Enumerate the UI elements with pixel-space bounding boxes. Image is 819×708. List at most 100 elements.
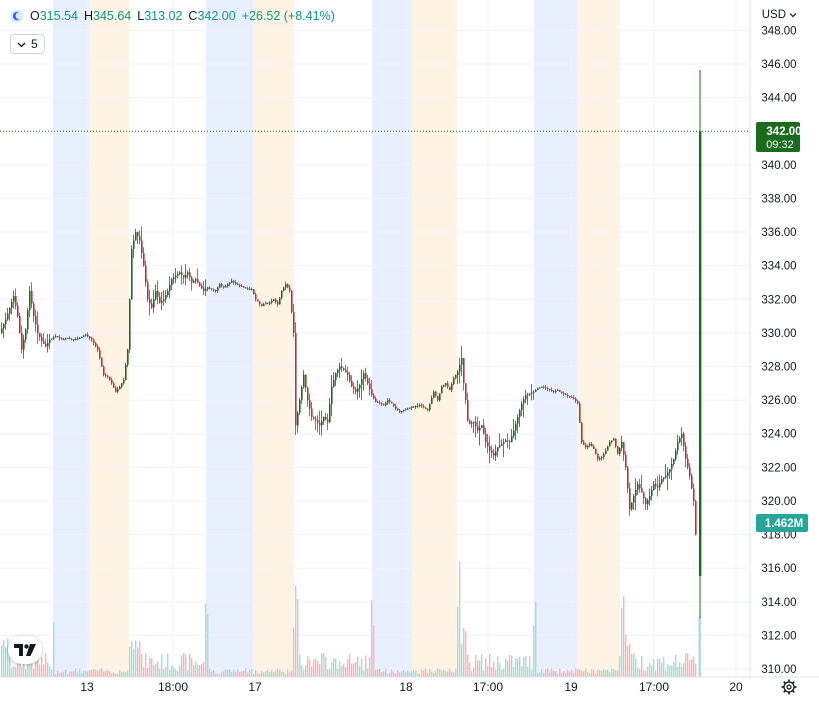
candle-body bbox=[337, 369, 339, 374]
volume-bar bbox=[171, 665, 173, 677]
volume-bar bbox=[521, 666, 523, 677]
candle-body bbox=[421, 405, 423, 407]
volume-bar bbox=[659, 658, 661, 677]
candle-body bbox=[613, 438, 615, 441]
volume-bar bbox=[529, 656, 531, 677]
candle-body bbox=[463, 358, 465, 384]
candle-body bbox=[89, 336, 91, 338]
volume-bar bbox=[141, 653, 143, 677]
indicators-collapse-button[interactable]: 5 bbox=[10, 34, 45, 54]
candle-body bbox=[125, 364, 127, 380]
candle-body bbox=[487, 442, 489, 447]
volume-bar bbox=[161, 654, 163, 677]
candle-body bbox=[439, 393, 441, 401]
volume-bar bbox=[303, 669, 305, 677]
volume-bar bbox=[639, 669, 641, 677]
candle-body bbox=[165, 295, 167, 300]
volume-bar bbox=[533, 625, 535, 677]
candle-body bbox=[229, 282, 231, 285]
volume-bar bbox=[441, 670, 443, 677]
volume-bar bbox=[553, 670, 555, 677]
volume-bar bbox=[645, 670, 647, 677]
volume-bar bbox=[43, 664, 45, 677]
volume-bar bbox=[493, 661, 495, 677]
candle-body bbox=[219, 284, 221, 288]
candle-body bbox=[675, 450, 677, 459]
volume-bar bbox=[397, 670, 399, 677]
candle-body bbox=[507, 440, 509, 442]
volume-bar bbox=[669, 665, 671, 677]
volume-bar bbox=[275, 670, 277, 677]
volume-bar bbox=[677, 666, 679, 677]
candle-body bbox=[213, 289, 215, 291]
volume-bar bbox=[395, 673, 397, 677]
candle-body bbox=[367, 378, 369, 384]
volume-bar bbox=[307, 655, 309, 677]
candle-body bbox=[257, 299, 259, 302]
candle-body bbox=[381, 403, 383, 405]
volume-bar bbox=[491, 667, 493, 677]
volume-bar bbox=[691, 658, 693, 677]
volume-bar bbox=[593, 670, 595, 677]
candle-body bbox=[13, 295, 15, 302]
candle-body bbox=[359, 384, 361, 389]
volume-bar bbox=[175, 669, 177, 677]
candle-body bbox=[457, 371, 459, 375]
volume-bar bbox=[415, 671, 417, 677]
tradingview-logo[interactable] bbox=[8, 636, 42, 664]
price-tick-label: 316.00 bbox=[761, 563, 796, 575]
candle-body bbox=[157, 290, 159, 297]
candle-body bbox=[317, 420, 319, 423]
candle-body bbox=[609, 442, 611, 447]
volume-bar bbox=[73, 671, 75, 677]
candle-body bbox=[79, 337, 81, 339]
candle-body bbox=[139, 236, 141, 241]
candle-body bbox=[681, 433, 683, 438]
candle-body bbox=[339, 366, 341, 370]
currency-label: USD bbox=[761, 9, 786, 21]
volume-bar bbox=[101, 668, 103, 677]
volume-bar bbox=[551, 668, 553, 677]
volume-bar bbox=[91, 669, 93, 677]
candle-body bbox=[543, 386, 545, 388]
volume-bar bbox=[375, 669, 377, 677]
candle-body bbox=[345, 369, 347, 373]
candle-body bbox=[297, 412, 299, 426]
volume-bar bbox=[561, 672, 563, 677]
moon-icon[interactable] bbox=[10, 9, 24, 23]
candle-body bbox=[395, 405, 397, 409]
volume-bar bbox=[241, 671, 243, 677]
candle-body bbox=[459, 364, 461, 372]
gear-icon[interactable] bbox=[781, 679, 797, 695]
volume-bar bbox=[423, 670, 425, 677]
volume-bar bbox=[61, 672, 63, 677]
candle-body bbox=[153, 299, 155, 308]
volume-bar bbox=[331, 662, 333, 677]
volume-badge: 1.462M bbox=[756, 514, 808, 532]
countdown-text: 09:32 bbox=[766, 139, 794, 151]
candle-body bbox=[649, 495, 651, 501]
volume-bar bbox=[341, 665, 343, 677]
volume-bar bbox=[269, 672, 271, 677]
low-value: 313.02 bbox=[144, 9, 183, 23]
volume-bar bbox=[195, 661, 197, 677]
candle-body bbox=[3, 323, 5, 329]
chevron-down-icon bbox=[789, 13, 797, 18]
volume-bar bbox=[53, 621, 55, 677]
currency-selector[interactable]: USD bbox=[762, 9, 797, 21]
volume-bar bbox=[597, 670, 599, 677]
candle-body bbox=[499, 445, 501, 448]
candle-body bbox=[615, 438, 617, 447]
volume-bar bbox=[615, 670, 617, 677]
volume-bar bbox=[649, 662, 651, 677]
volume-bar bbox=[327, 669, 329, 677]
candle-body bbox=[413, 406, 415, 408]
candle-body bbox=[331, 386, 333, 405]
candle-body bbox=[679, 437, 681, 443]
candle-body bbox=[117, 389, 119, 392]
candle-body bbox=[69, 337, 71, 339]
volume-bar bbox=[485, 658, 487, 677]
candle-body bbox=[529, 393, 531, 395]
